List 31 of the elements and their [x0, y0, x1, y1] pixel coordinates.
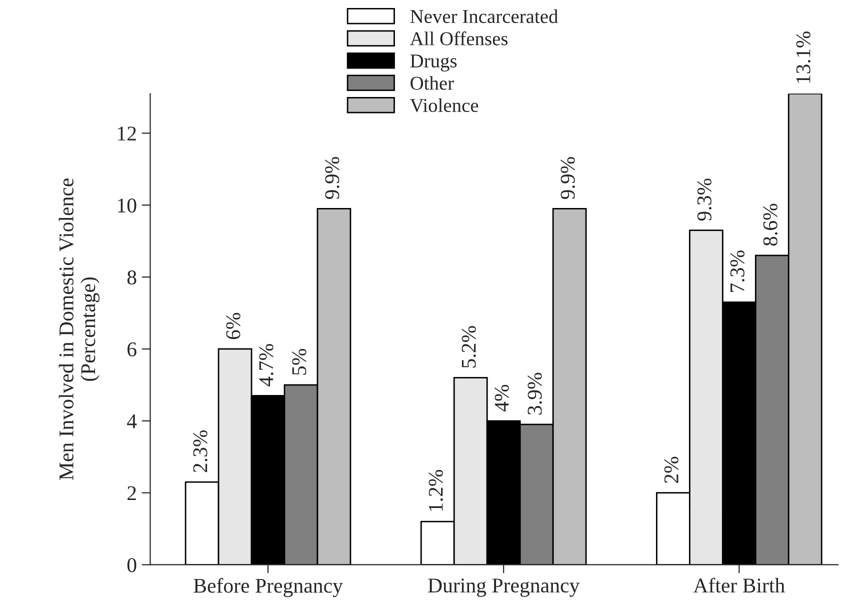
data-label: 5.2% [462, 326, 476, 368]
y-axis-title: Men Involved in Domestic Violence (Percentage) [58, 178, 100, 480]
data-label: 5% [292, 348, 306, 375]
data-label: 1.2% [428, 470, 443, 511]
y-tick-label: 2 [128, 486, 136, 500]
y-tick-label: 0 [127, 558, 136, 572]
legend-label: Never Incarcerated [410, 9, 558, 24]
legend-label: Drugs [410, 54, 457, 72]
legend-label: Violence [410, 98, 478, 112]
data-label: 9.9% [325, 157, 340, 200]
data-label: 7.3% [730, 250, 744, 292]
data-label: 9.3% [697, 178, 712, 221]
data-label: 9.9% [560, 157, 575, 200]
y-tick-label: 4 [127, 414, 137, 428]
data-label: 13.1% [796, 32, 810, 83]
x-tick-label: After Birth [693, 578, 785, 593]
legend-label: Other [410, 76, 454, 90]
data-label: 2% [664, 456, 678, 483]
data-label: 2.3% [193, 430, 208, 472]
data-label: 6% [226, 312, 240, 340]
y-tick-label: 8 [127, 270, 136, 284]
y-tick-label: 12 [118, 126, 136, 140]
legend-label: All Offenses [410, 31, 508, 46]
y-tick-label: 6 [128, 342, 136, 356]
x-tick-label: Before Pregnancy [194, 578, 343, 598]
data-label: 3.9% [528, 372, 542, 414]
data-label: 4.7% [259, 344, 274, 386]
data-label: 4% [494, 384, 509, 412]
y-tick-label: 10 [118, 198, 136, 213]
x-tick-label: During Pregnancy [428, 578, 580, 597]
data-label: 8.6% [763, 204, 778, 246]
